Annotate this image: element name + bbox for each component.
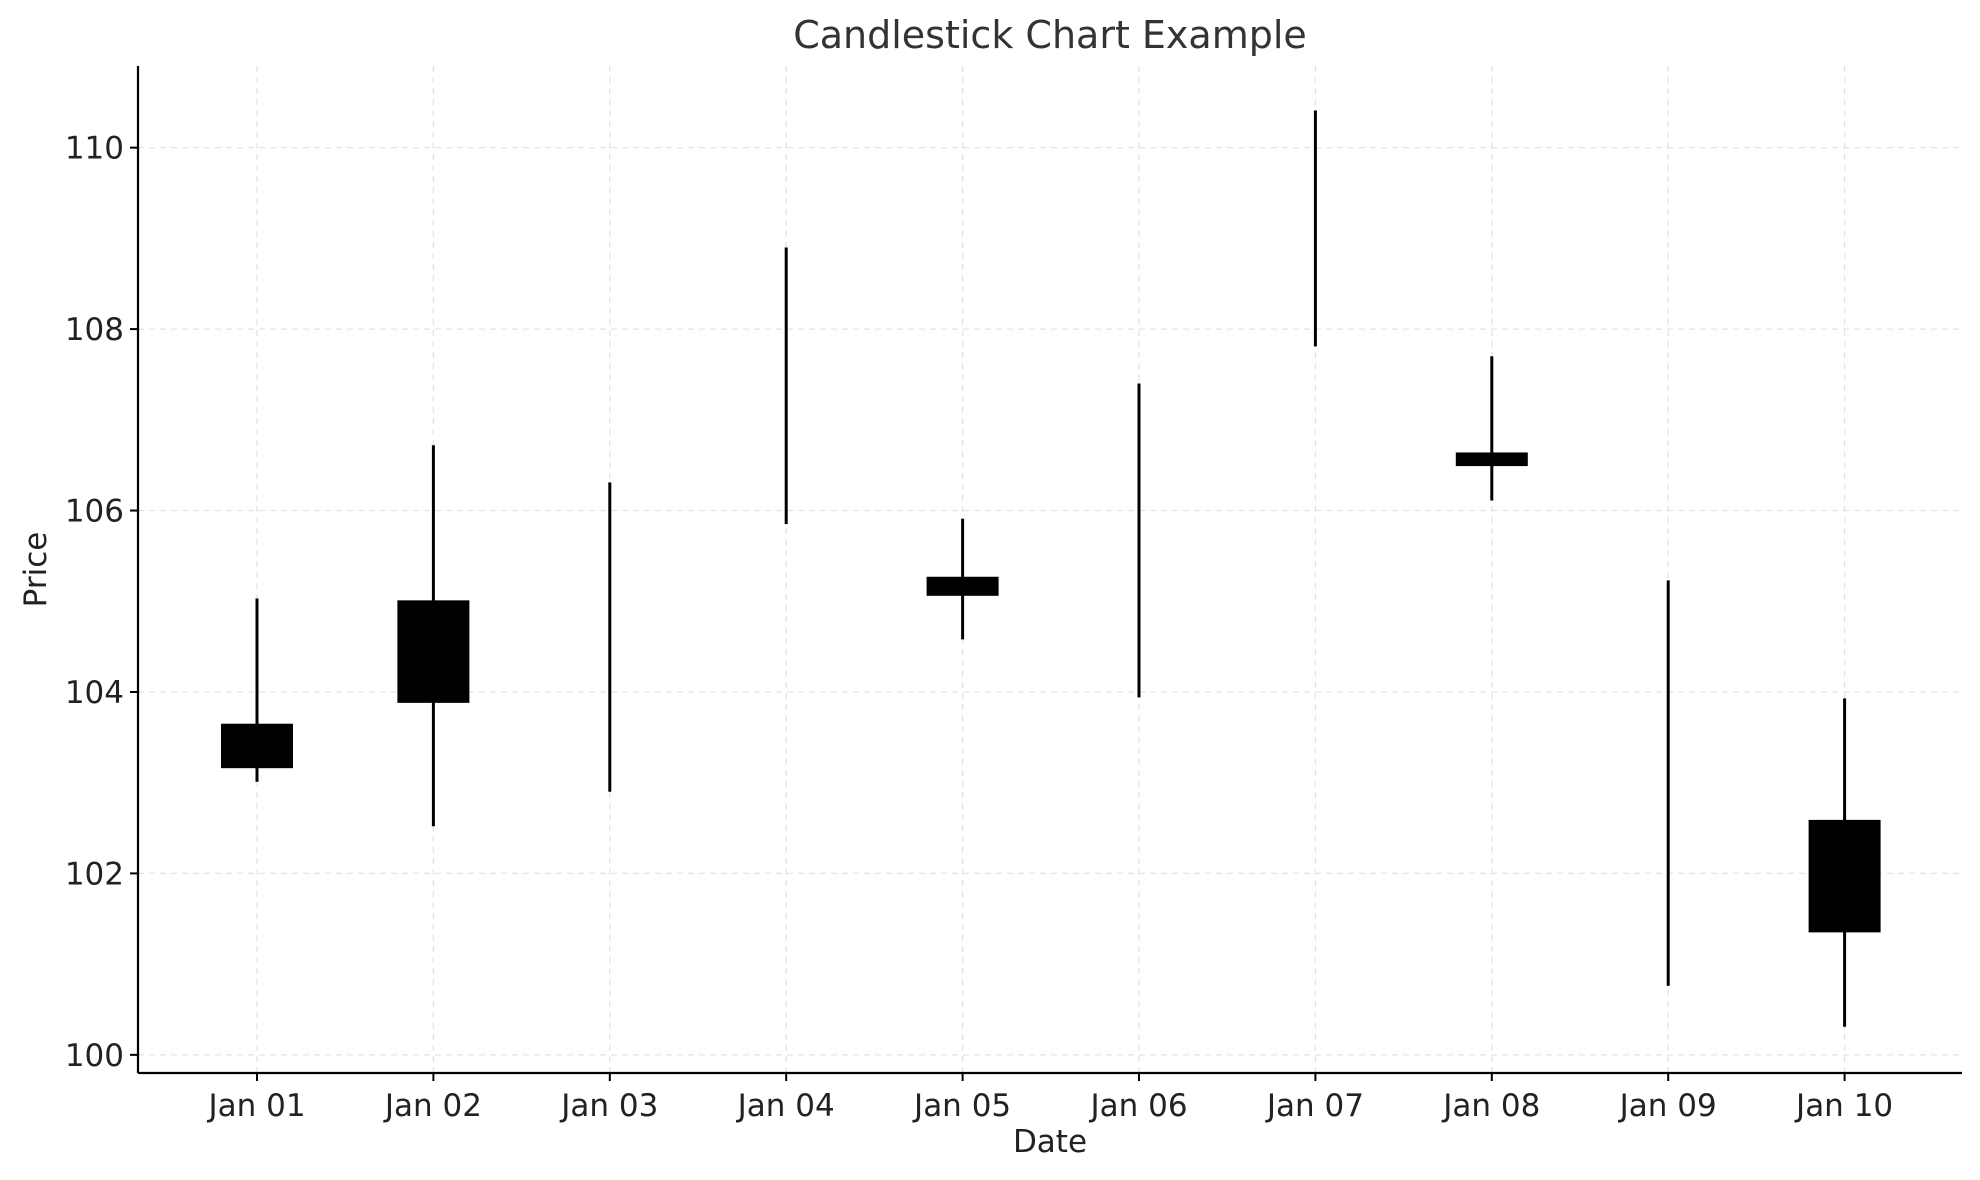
y-tick-label: 102 [65, 856, 124, 892]
candle-body [397, 600, 470, 703]
x-tick-label: Jan 04 [736, 1088, 835, 1124]
candle [1808, 698, 1881, 1027]
candles-layer [221, 110, 1881, 1027]
chart-title: Candlestick Chart Example [793, 13, 1307, 57]
x-tick-label: Jan 02 [383, 1088, 482, 1124]
x-tick-label: Jan 09 [1618, 1088, 1717, 1124]
candle-body [1455, 452, 1528, 467]
y-tick-label: 110 [65, 131, 124, 167]
x-tick-label: Jan 06 [1088, 1088, 1187, 1124]
candle [1455, 356, 1528, 501]
y-axis-label: Price [18, 532, 54, 608]
y-tick-label: 108 [65, 312, 124, 348]
y-tick-label: 106 [65, 494, 124, 530]
candle [926, 518, 999, 640]
x-tick-label: Jan 10 [1794, 1088, 1893, 1124]
candle-body [221, 723, 293, 769]
candle-body [1808, 819, 1881, 933]
candle [397, 445, 470, 827]
y-tick-label: 100 [65, 1038, 124, 1074]
candle-body [926, 576, 999, 596]
x-tick-label: Jan 07 [1265, 1088, 1364, 1124]
grid-layer [138, 66, 1962, 1073]
x-tick-label: Jan 08 [1441, 1088, 1540, 1124]
x-tick-label: Jan 03 [559, 1088, 658, 1124]
ticks-layer: 100 102 104 106 108 110 Jan 01 Jan 02 Jan 03 Jan … [65, 131, 1893, 1124]
axes-layer [136, 66, 1962, 1075]
x-tick-label: Jan 05 [912, 1088, 1011, 1124]
x-tick-label: Jan 01 [206, 1088, 305, 1124]
y-tick-label: 104 [65, 675, 124, 711]
x-axis-label: Date [1013, 1124, 1087, 1160]
candle [221, 598, 293, 782]
